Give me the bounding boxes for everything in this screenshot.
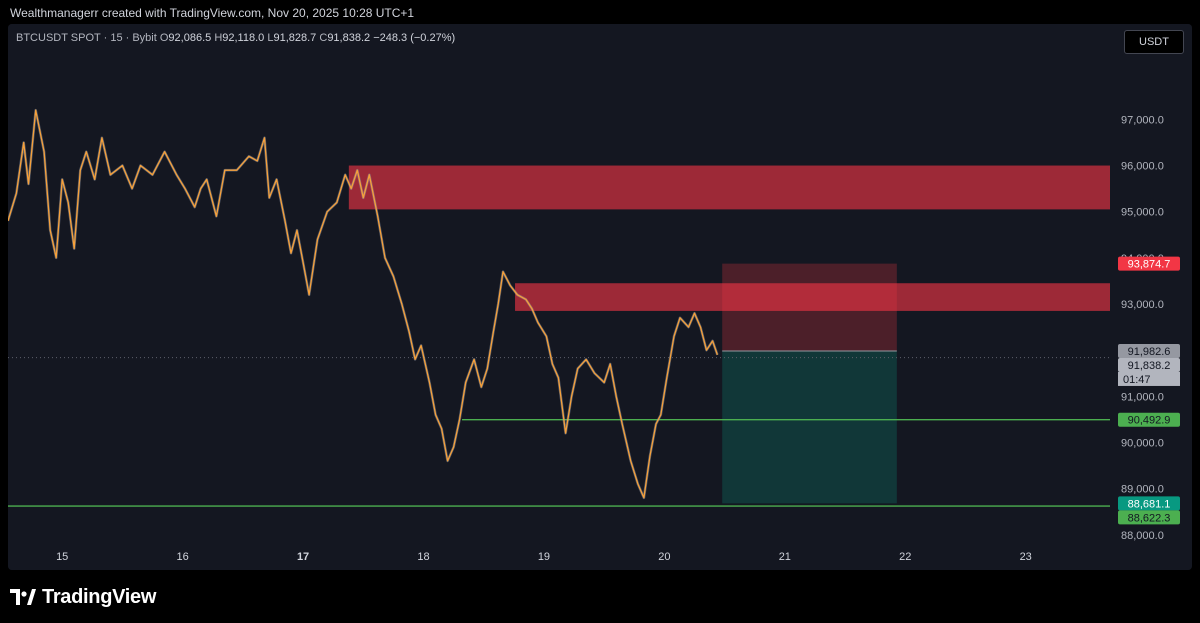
- legend-close-label: C: [319, 32, 328, 44]
- x-tick-label: 16: [177, 551, 189, 563]
- price-label-bg: [1118, 343, 1180, 358]
- legend-change: −248.3 (−0.27%): [373, 32, 456, 44]
- supply-zone-2[interactable]: [515, 283, 1110, 311]
- short-position-risk[interactable]: [722, 263, 897, 351]
- supply-zone-1[interactable]: [348, 165, 1110, 210]
- x-tick-label: 22: [899, 551, 911, 563]
- price-label: 90,492.9: [1128, 415, 1171, 427]
- y-tick-label: 97,000.0: [1121, 114, 1164, 126]
- price-label: 88,622.3: [1128, 512, 1171, 524]
- legend-low: 91,828.7: [273, 32, 317, 44]
- price-label: 91,838.2: [1128, 360, 1171, 372]
- legend-open-label: O: [159, 32, 169, 44]
- x-tick-label: 18: [417, 551, 429, 563]
- x-tick-label: 23: [1020, 551, 1032, 563]
- price-chart[interactable]: 97,000.096,000.095,000.094,000.093,000.0…: [8, 24, 1192, 570]
- price-label: 93,874.7: [1128, 259, 1171, 271]
- chart-credit: Wealthmanagerr created with TradingView.…: [10, 6, 415, 20]
- legend-close: 91,838.2: [327, 32, 371, 44]
- short-position-reward[interactable]: [722, 350, 897, 504]
- y-tick-label: 91,000.0: [1121, 391, 1164, 403]
- legend-high: 92,118.0: [222, 32, 265, 44]
- y-tick-label: 88,000.0: [1121, 530, 1164, 542]
- y-tick-label: 89,000.0: [1121, 484, 1164, 496]
- currency-button[interactable]: USDT: [1124, 30, 1184, 54]
- y-tick-label: 90,000.0: [1121, 437, 1164, 449]
- legend-open: 92,086.5: [168, 32, 212, 44]
- legend-low-label: L: [267, 32, 274, 44]
- countdown-bg: [1118, 371, 1180, 386]
- x-tick-label: 21: [779, 551, 791, 563]
- y-tick-label: 96,000.0: [1121, 161, 1164, 173]
- price-label: 91,982.6: [1128, 346, 1171, 358]
- price-label-bg: [1118, 496, 1180, 511]
- legend-high-label: H: [214, 32, 223, 44]
- tradingview-brand: TradingView: [10, 584, 156, 610]
- price-label-bg: [1118, 357, 1180, 372]
- x-tick-label: 15: [56, 551, 68, 563]
- x-tick-label: 19: [538, 551, 550, 563]
- price-label-bg: [1118, 510, 1180, 525]
- x-tick-label: 20: [658, 551, 670, 563]
- y-tick-label: 95,000.0: [1121, 207, 1164, 219]
- price-label-bg: [1118, 256, 1180, 271]
- symbol-legend: BTCUSDT SPOT · 15 · Bybit O92,086.5 H92,…: [16, 32, 455, 44]
- price-label: 88,681.1: [1128, 498, 1171, 510]
- bar-countdown: 01:47: [1123, 374, 1151, 386]
- legend-symbol[interactable]: BTCUSDT SPOT · 15 · Bybit: [16, 32, 157, 44]
- tradingview-logo-icon: [10, 589, 36, 605]
- brand-name: TradingView: [42, 585, 157, 608]
- price-series[interactable]: [8, 109, 719, 499]
- x-tick-label: 17: [297, 551, 309, 563]
- price-label-bg: [1118, 412, 1180, 427]
- chart-panel[interactable]: 97,000.096,000.095,000.094,000.093,000.0…: [8, 24, 1192, 570]
- y-tick-label: 93,000.0: [1121, 299, 1164, 311]
